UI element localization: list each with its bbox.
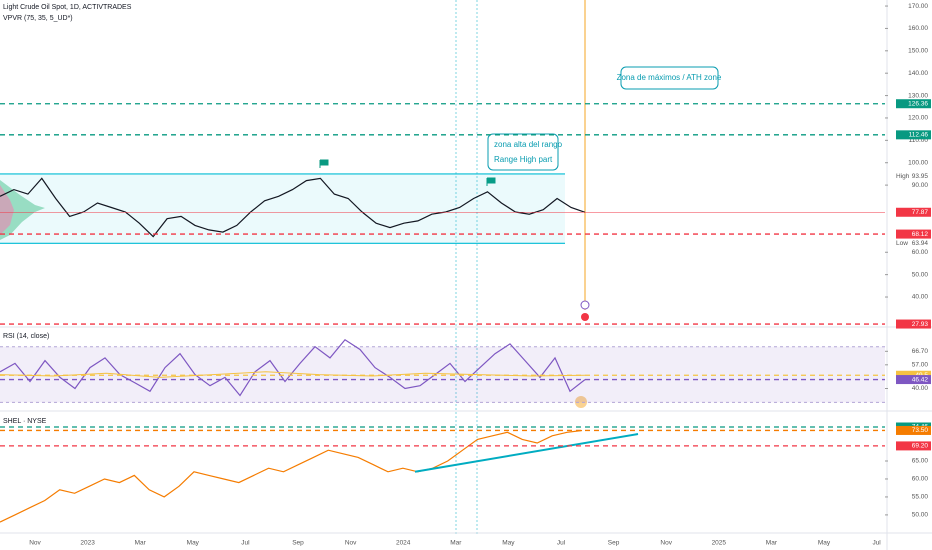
y-tick-label: 150.00	[908, 48, 928, 55]
x-tick-label: Mar	[766, 540, 778, 547]
marker-name: High	[896, 173, 910, 180]
x-tick-label: Sep	[292, 540, 304, 547]
x-tick-label: May	[502, 540, 515, 547]
note: Zona de máximos / ATH zone	[617, 73, 722, 82]
y-tick-label: 90.00	[912, 182, 929, 189]
price-label: 112.46	[909, 132, 929, 139]
x-tick-label: Jul	[241, 540, 250, 547]
marker-value: 63.94	[912, 240, 929, 247]
highlight	[575, 396, 587, 408]
y-tick-label: 140.00	[908, 70, 928, 77]
volume-profile	[0, 180, 45, 240]
indicator-label: VPVR (75, 35, 5_UD*)	[3, 15, 73, 22]
x-tick-label: Jul	[872, 540, 881, 547]
y-tick-label: 60.00	[912, 476, 929, 483]
y-tick-label: 50.00	[912, 271, 929, 278]
trend-line	[414, 433, 639, 473]
y-tick-label: 40.00	[912, 294, 929, 301]
price-label: 27.93	[912, 321, 929, 328]
price-label-bg	[896, 229, 931, 239]
price-label-bg	[896, 425, 931, 435]
y-tick-label: 55.00	[912, 494, 929, 501]
marker-value: 93.95	[912, 173, 929, 180]
volume-profile	[0, 185, 14, 235]
y-tick-label: 130.00	[908, 92, 928, 99]
series-line	[0, 429, 583, 523]
y-tick-label: 170.00	[908, 3, 928, 10]
flag	[319, 159, 329, 168]
y-tick-label: 100.00	[908, 159, 928, 166]
x-tick-label: 2024	[396, 540, 411, 547]
chart-title: Light Crude Oil Spot, 1D, ACTIVTRADES	[3, 4, 132, 11]
x-tick-label: 2025	[712, 540, 727, 547]
price-label: 126.36	[908, 100, 928, 107]
x-tick-label: May	[818, 540, 831, 547]
x-tick-label: Nov	[29, 540, 41, 547]
price-label: 68.12	[912, 231, 929, 238]
x-tick-label: Sep	[608, 540, 620, 547]
price-label: 73.50	[912, 427, 929, 434]
price-label: 69.20	[912, 443, 929, 450]
x-tick-label: Mar	[450, 540, 462, 547]
x-tick-label: Nov	[345, 540, 357, 547]
price-label-bg	[896, 130, 931, 140]
panel-title: RSI (14, close)	[3, 333, 49, 340]
price-label-bg	[896, 207, 931, 217]
price-label-bg	[896, 319, 931, 329]
price-label: 77.87	[912, 209, 929, 216]
series-line	[0, 177, 586, 238]
note-box	[487, 133, 559, 171]
rsi-band	[0, 346, 885, 403]
price-label-bg	[896, 99, 931, 109]
price-label-bg	[896, 441, 931, 451]
event-icon[interactable]	[580, 300, 590, 310]
x-tick-label: May	[187, 540, 200, 547]
note: zona alta del rango	[494, 140, 563, 149]
channel	[0, 173, 565, 244]
price-label: 46.42	[912, 376, 929, 383]
flag	[486, 177, 496, 186]
x-tick-label: Jul	[557, 540, 566, 547]
x-tick-label: Mar	[135, 540, 147, 547]
y-tick-label: 66.70	[912, 348, 929, 355]
y-tick-label: 65.00	[912, 458, 929, 465]
y-tick-label: 50.00	[912, 512, 929, 519]
y-tick-label: 160.00	[908, 25, 928, 32]
panel-title: SHEL · NYSE	[3, 418, 47, 425]
series-line	[0, 339, 586, 397]
marker-name: Low	[896, 240, 908, 247]
note: Range High part	[494, 155, 553, 164]
price-label-bg	[896, 375, 931, 385]
y-tick-label: 40.00	[912, 385, 929, 392]
y-tick-label: 120.00	[908, 115, 928, 122]
y-tick-label: 57.00	[912, 362, 929, 369]
y-tick-label: 60.00	[912, 249, 929, 256]
x-tick-label: Nov	[660, 540, 672, 547]
x-tick-label: 2023	[80, 540, 95, 547]
y-tick-label: 110.00	[909, 137, 929, 144]
event-icon[interactable]	[581, 313, 589, 321]
note-box	[620, 66, 719, 90]
